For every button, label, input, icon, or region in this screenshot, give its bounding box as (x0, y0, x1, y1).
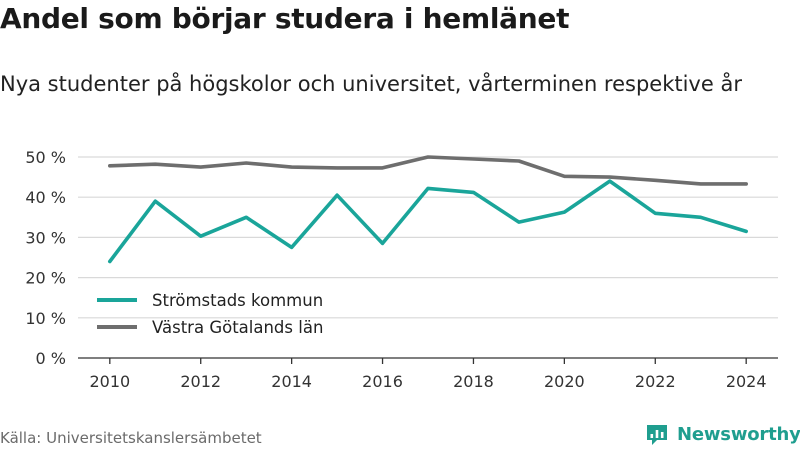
x-tick-label: 2022 (635, 372, 676, 391)
x-tick-label: 2018 (453, 372, 494, 391)
x-tick-label: 2014 (271, 372, 312, 391)
y-tick-label: 10 % (25, 309, 66, 328)
x-tick-label: 2020 (544, 372, 585, 391)
newsworthy-logo-icon (647, 425, 667, 445)
x-tick-label: 2012 (180, 372, 221, 391)
source-note: Källa: Universitetskanslersämbetet (0, 429, 262, 447)
y-tick-label: 20 % (25, 269, 66, 288)
y-tick-label: 30 % (25, 228, 66, 247)
newsworthy-logo-text: Newsworthy (677, 423, 800, 445)
chart-subtitle: Nya studenter på högskolor och universit… (0, 72, 742, 96)
chart-title: Andel som börjar studera i hemlänet (0, 2, 570, 35)
x-tick-label: 2010 (89, 372, 130, 391)
series-line-stromstad (108, 179, 749, 264)
legend-label: Strömstads kommun (152, 291, 323, 310)
series-line-vastra-gotaland (108, 155, 749, 186)
x-tick-label: 2024 (726, 372, 767, 391)
y-tick-label: 0 % (36, 349, 66, 368)
x-tick-label: 2016 (362, 372, 403, 391)
legend-label: Västra Götalands län (152, 318, 323, 337)
y-tick-label: 40 % (25, 188, 66, 207)
y-tick-label: 50 % (25, 148, 66, 167)
newsworthy-logo: Newsworthy (645, 421, 800, 447)
